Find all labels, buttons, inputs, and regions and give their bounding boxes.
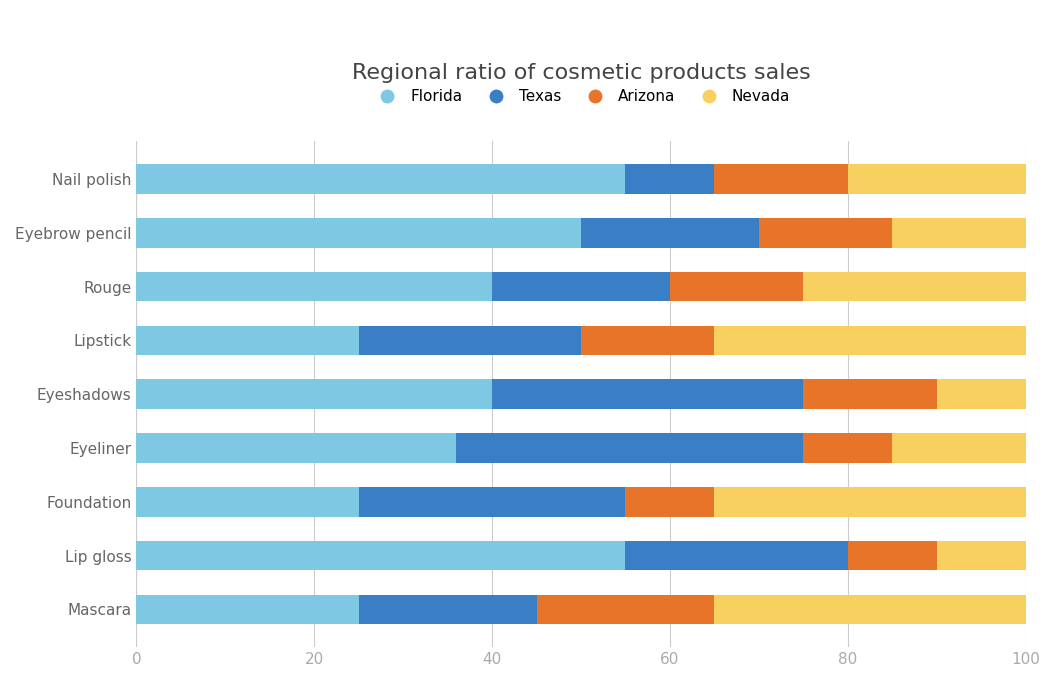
Bar (581, 218, 759, 248)
Bar (136, 379, 492, 409)
Bar (803, 272, 1025, 301)
Bar (759, 218, 893, 248)
Bar (803, 433, 893, 463)
Bar (937, 541, 1025, 570)
Bar (492, 379, 803, 409)
Bar (136, 433, 457, 463)
Bar (136, 218, 581, 248)
Bar (136, 164, 626, 194)
Bar (714, 487, 1025, 516)
Bar (136, 325, 359, 355)
Bar (136, 272, 492, 301)
Bar (937, 379, 1025, 409)
Bar (714, 164, 848, 194)
Bar (714, 595, 1025, 624)
Bar (626, 487, 714, 516)
Bar (581, 325, 714, 355)
Bar (457, 433, 803, 463)
Bar (537, 595, 714, 624)
Bar (359, 487, 626, 516)
Bar (136, 487, 359, 516)
Bar (136, 541, 626, 570)
Bar (714, 325, 1025, 355)
Bar (848, 164, 1025, 194)
Bar (626, 541, 848, 570)
Bar (893, 433, 1025, 463)
Title: Regional ratio of cosmetic products sales: Regional ratio of cosmetic products sale… (351, 63, 810, 83)
Bar (803, 379, 937, 409)
Bar (136, 595, 359, 624)
Bar (626, 164, 714, 194)
Bar (670, 272, 803, 301)
Bar (893, 218, 1025, 248)
Bar (359, 595, 537, 624)
Bar (359, 325, 581, 355)
Bar (848, 541, 937, 570)
Bar (492, 272, 670, 301)
Legend: Florida, Texas, Arizona, Nevada: Florida, Texas, Arizona, Nevada (366, 83, 797, 110)
